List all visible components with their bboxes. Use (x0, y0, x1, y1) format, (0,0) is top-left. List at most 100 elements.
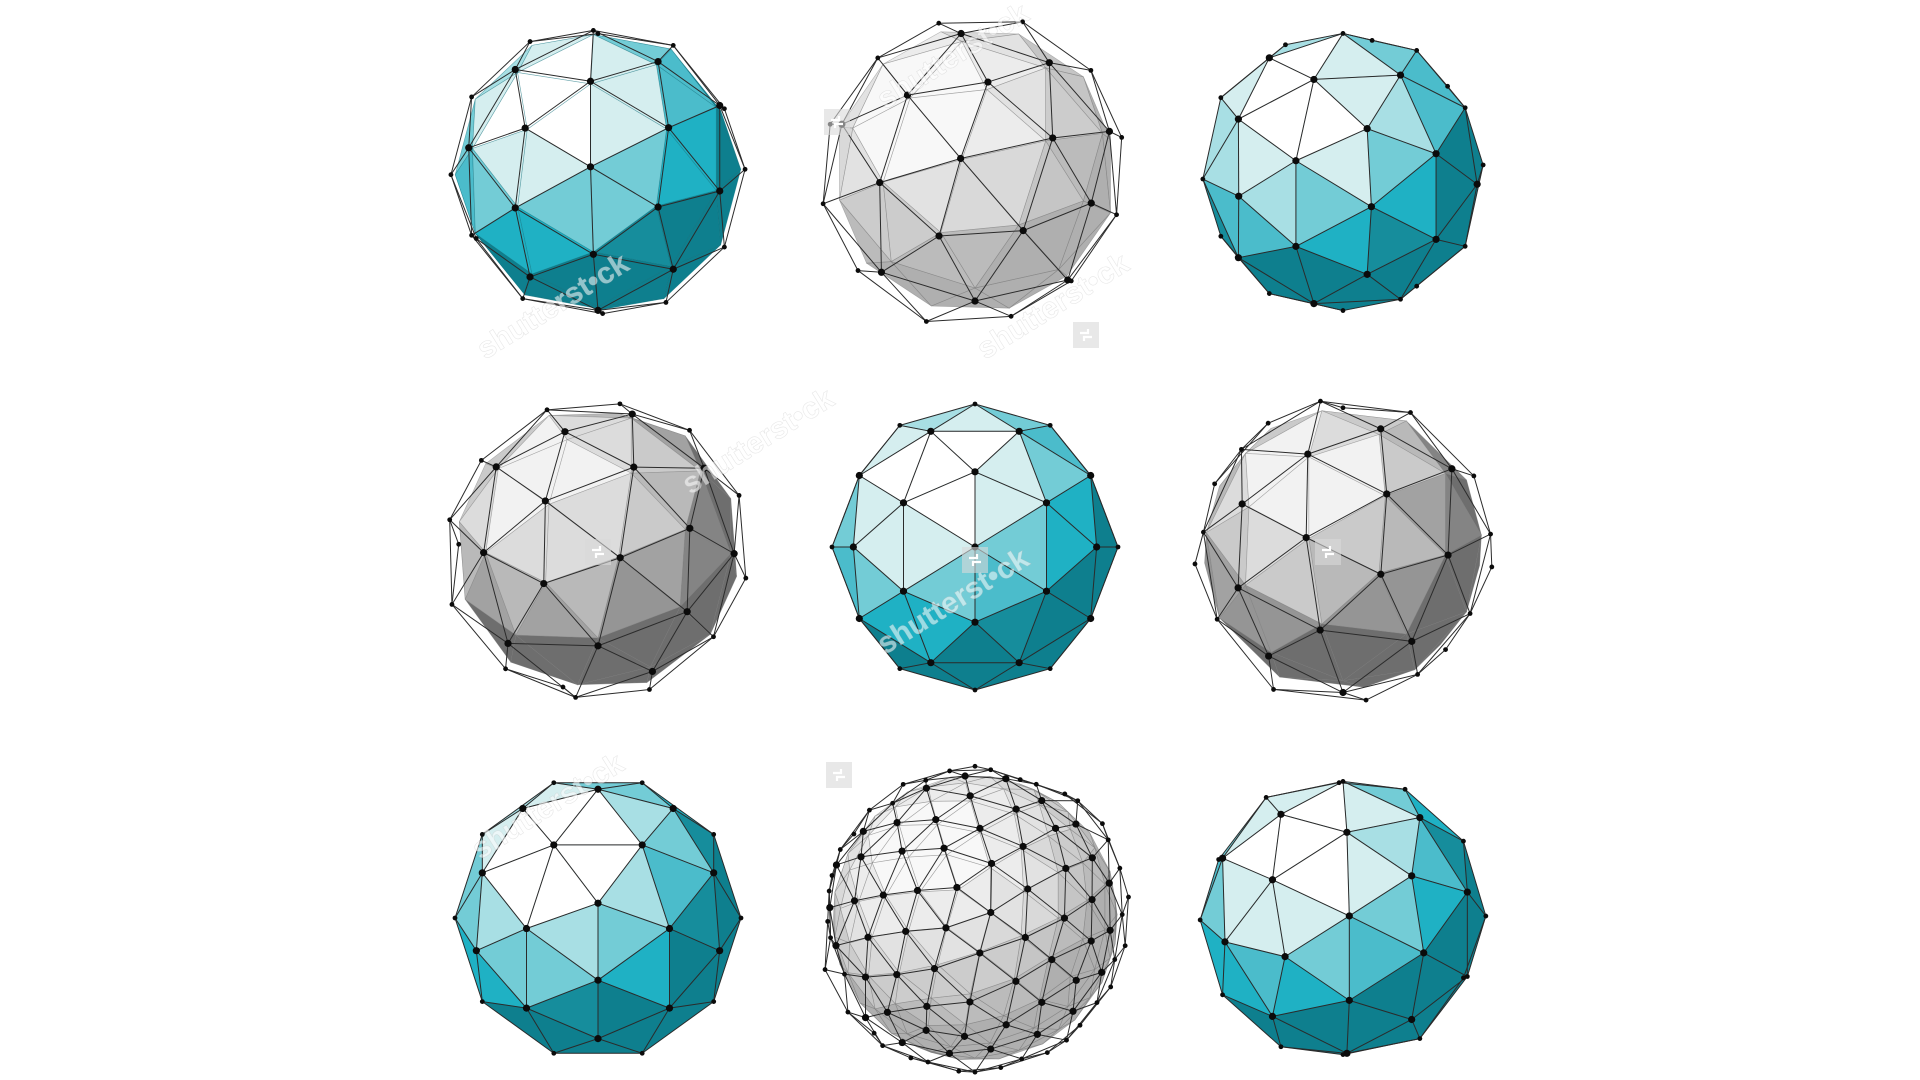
wire-edge (836, 856, 862, 866)
wire-edge (979, 912, 992, 954)
wire-node (654, 57, 662, 66)
wire-node (988, 767, 994, 773)
wire-node (837, 847, 843, 852)
wire-edge (524, 127, 591, 168)
wire-edge (886, 1012, 903, 1043)
wire-edge (930, 621, 976, 664)
wire-edge (1346, 832, 1350, 916)
wire-edge (449, 466, 497, 521)
wire-edge (1121, 914, 1126, 946)
wire-node (925, 1059, 931, 1065)
wire-edge (597, 902, 670, 930)
wire-edge (857, 270, 927, 322)
wire-edge (829, 864, 837, 908)
wire-edge (1067, 214, 1117, 281)
wire-edge (822, 203, 859, 271)
wire-edge (495, 409, 548, 468)
wire-edge (901, 1042, 929, 1063)
wire-node (586, 163, 595, 171)
wire-node (479, 999, 485, 1005)
wire-edge (1199, 919, 1224, 995)
wire-edge (669, 1001, 714, 1009)
wire-node (1012, 805, 1020, 813)
wire-edge (1272, 999, 1350, 1017)
wire-edge (938, 22, 962, 34)
wire-edge (896, 931, 907, 975)
wire-edge (689, 430, 740, 496)
wire-edge (943, 827, 981, 849)
wire-edge (824, 937, 832, 970)
wire-edge (451, 604, 506, 670)
wire-node (1072, 976, 1080, 984)
wire-node (880, 1043, 886, 1049)
wire-edge (860, 850, 903, 858)
wire-edge (1066, 1011, 1074, 1041)
wire-node (966, 792, 974, 800)
wire-node (595, 31, 601, 37)
wire-node (1038, 796, 1046, 805)
wire-node (711, 999, 717, 1005)
wire-node (922, 784, 930, 792)
wire-edge (713, 577, 747, 638)
wire-edge (1342, 692, 1367, 701)
wire-node (820, 201, 826, 207)
wire-edge (1423, 891, 1468, 954)
wire-node (670, 42, 676, 48)
wire-node (1105, 879, 1113, 887)
wire-edge (1320, 629, 1412, 642)
wire-node (953, 883, 961, 892)
wire-edge (1451, 468, 1491, 535)
wire-edge (633, 466, 691, 529)
wire-edge (956, 887, 992, 913)
wire-edge (526, 979, 599, 1009)
wire-node (560, 684, 566, 690)
wire-edge (902, 1042, 950, 1054)
wire-edge (602, 301, 667, 315)
wire-node (942, 924, 950, 932)
wire-edge (1241, 503, 1307, 539)
wire-node (1408, 872, 1416, 880)
wire-edge (1055, 828, 1067, 869)
sphere-8 (822, 763, 1131, 1075)
wire-edge (657, 190, 720, 208)
wire-edge (593, 253, 674, 270)
wire-edge (1018, 591, 1047, 663)
wire-node (1038, 998, 1046, 1006)
wire-node (890, 800, 896, 806)
wire-edge (903, 590, 976, 623)
wire-node (913, 886, 922, 895)
wire-edge (649, 636, 714, 690)
wire-node (1408, 410, 1413, 415)
wire-edge (597, 301, 667, 311)
wire-edge (449, 519, 453, 605)
wire-edge (1419, 817, 1468, 893)
wire-edge (1238, 245, 1297, 259)
wire-edge (1075, 940, 1092, 981)
wire-node (561, 428, 569, 436)
wire-node (683, 608, 691, 616)
wire-edge (1224, 879, 1273, 943)
wire-node (616, 554, 624, 562)
wire-node (1239, 446, 1244, 452)
wire-node (908, 1055, 914, 1061)
wire-edge (1110, 959, 1116, 988)
wire-edge (881, 271, 976, 302)
wire-edge (482, 1001, 555, 1054)
wire-node (1064, 1037, 1069, 1043)
wire-edge (495, 466, 546, 502)
wire-node (1088, 67, 1094, 73)
wire-node (1020, 19, 1025, 25)
wire-node (1444, 551, 1452, 559)
wire-edge (943, 848, 958, 888)
wire-edge (1342, 33, 1401, 76)
wire-node (589, 250, 597, 258)
wire-edge (1349, 952, 1425, 1001)
wire-edge (925, 788, 937, 820)
wire-edge (592, 254, 599, 311)
wire-node (897, 422, 903, 428)
wire-edge (483, 552, 544, 584)
wire-node (861, 973, 870, 981)
wire-edge (1241, 448, 1308, 455)
wire-node (1047, 422, 1053, 428)
wire-edge (869, 802, 893, 811)
